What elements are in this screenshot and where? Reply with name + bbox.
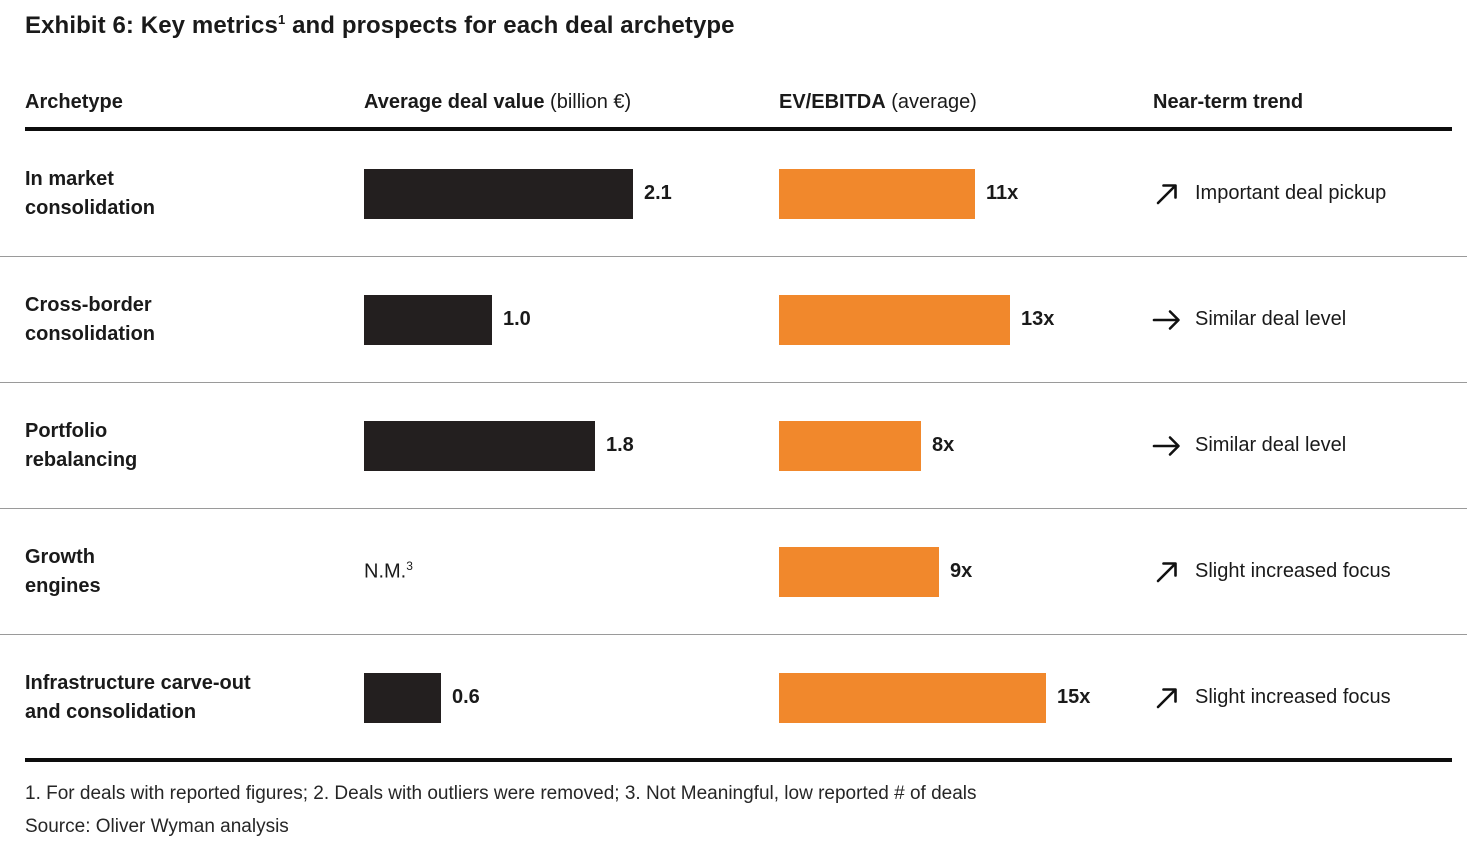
- trend-flat-arrow-icon: [1152, 309, 1180, 330]
- column-header-trend: Near-term trend: [1153, 91, 1304, 113]
- deal-value-cell: 2.1: [364, 168, 672, 219]
- ev-ebitda-cell: 8x: [779, 420, 955, 471]
- ev-ebitda-label: 13x: [1021, 308, 1055, 330]
- deal-value-bar: [364, 294, 492, 345]
- deal-value-label: 1.8: [606, 434, 634, 456]
- source-line: Source: Oliver Wyman analysis: [25, 816, 289, 837]
- trend-cell: Slight increased focus: [1152, 557, 1391, 587]
- trend-label: Important deal pickup: [1195, 182, 1387, 204]
- ev-ebitda-label: 8x: [932, 434, 955, 456]
- deal-value-label: 2.1: [644, 182, 672, 204]
- trend-cell: Similar deal level: [1152, 305, 1346, 335]
- trend-label: Similar deal level: [1195, 308, 1347, 330]
- deal-value-cell: 1.0: [364, 294, 531, 345]
- exhibit-title: Exhibit 6: Key metrics1 and prospects fo…: [25, 12, 735, 40]
- column-header-ev-ebitda: EV/EBITDA (average): [779, 91, 977, 113]
- rows: In market consolidation 2.1 11x Important…: [0, 131, 1467, 760]
- title-footnote-ref: 1: [277, 12, 286, 27]
- header-divider: [25, 127, 1452, 131]
- table-row: In market consolidation 2.1 11x Important…: [0, 131, 1467, 257]
- deal-value-label: 0.6: [452, 686, 480, 708]
- table-row: Portfolio rebalancing 1.8 8x Similar deal…: [0, 383, 1467, 509]
- trend-up-arrow-icon: [1156, 183, 1177, 204]
- deal-value-cell: 1.8: [364, 420, 634, 471]
- table-row: Growth engines N.M.3 9x Slight increased …: [0, 509, 1467, 635]
- column-header-archetype: Archetype: [25, 91, 123, 113]
- ev-ebitda-cell: 9x: [779, 546, 973, 597]
- trend-up-arrow-icon: [1156, 687, 1177, 708]
- trend-flat-arrow-icon: [1152, 435, 1180, 456]
- exhibit-title-prefix: Exhibit 6: Key metrics: [25, 12, 278, 39]
- archetype-label: Growth engines: [25, 545, 101, 597]
- ev-ebitda-bar: [779, 546, 939, 597]
- ev-ebitda-bar: [779, 672, 1046, 723]
- deal-value-cell: 0.6: [364, 672, 480, 723]
- trend-up-arrow-icon: [1156, 561, 1177, 582]
- trend-cell: Important deal pickup: [1152, 179, 1386, 209]
- deal-value-cell: N.M.3: [364, 558, 413, 583]
- ev-ebitda-label: 9x: [950, 560, 973, 582]
- ev-ebitda-label: 11x: [986, 182, 1019, 204]
- trend-label: Slight increased focus: [1195, 686, 1391, 708]
- ev-ebitda-cell: 15x: [779, 672, 1091, 723]
- ev-ebitda-label: 15x: [1057, 686, 1091, 708]
- footer-divider: [25, 758, 1452, 762]
- trend-cell: Slight increased focus: [1152, 683, 1391, 713]
- exhibit-title-suffix: and prospects for each deal archetype: [285, 12, 735, 39]
- trend-label: Slight increased focus: [1195, 560, 1391, 582]
- archetype-label: Cross-border consolidation: [25, 293, 155, 345]
- trend-label: Similar deal level: [1195, 434, 1347, 456]
- deal-value-bar: [364, 672, 441, 723]
- deal-value-label: 1.0: [503, 308, 531, 330]
- ev-ebitda-bar: [779, 294, 1010, 345]
- archetype-label: Portfolio rebalancing: [25, 419, 138, 471]
- column-header-deal-value: Average deal value (billion €): [364, 91, 632, 113]
- ev-ebitda-bar: [779, 420, 921, 471]
- table-row: Infrastructure carve-out and consolidatio…: [0, 635, 1467, 760]
- column-headers: Archetype Average deal value (billion €)…: [0, 91, 1467, 121]
- ev-ebitda-bar: [779, 168, 975, 219]
- archetype-label: In market consolidation: [25, 167, 155, 219]
- archetype-label: Infrastructure carve-out and consolidatio…: [25, 671, 251, 723]
- ev-ebitda-cell: 11x: [779, 168, 1019, 219]
- deal-value-label: N.M.3: [364, 558, 413, 582]
- table-row: Cross-border consolidation 1.0 13x Simila…: [0, 257, 1467, 383]
- deal-value-bar: [364, 420, 595, 471]
- ev-ebitda-cell: 13x: [779, 294, 1055, 345]
- deal-value-bar: [364, 168, 633, 219]
- trend-cell: Similar deal level: [1152, 431, 1346, 461]
- footnote: 1. For deals with reported figures; 2. D…: [25, 783, 977, 804]
